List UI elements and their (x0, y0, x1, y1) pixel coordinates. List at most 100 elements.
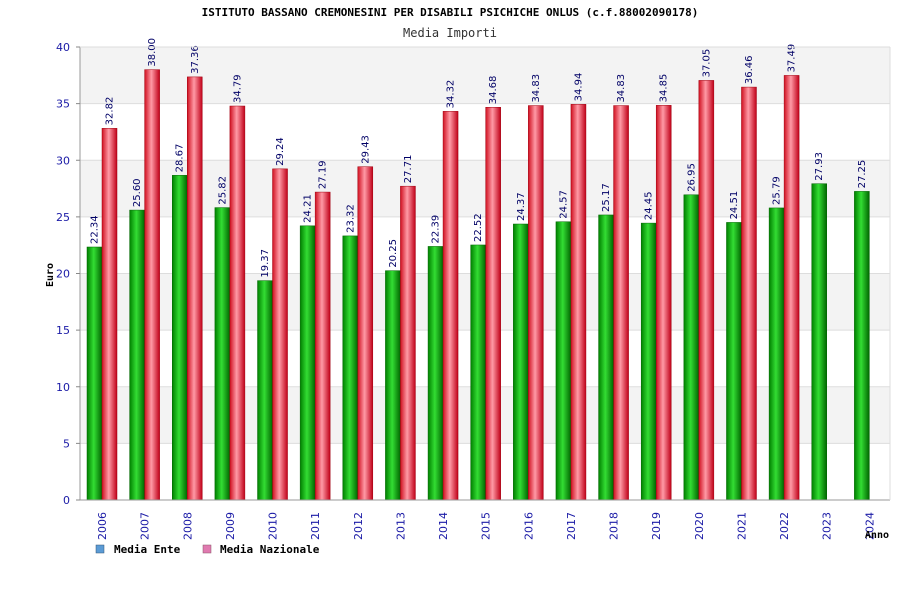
data-label: 37.49 (787, 44, 798, 73)
bar-media-nazionale-2021 (741, 86, 757, 501)
bar-media-ente-2011 (299, 225, 316, 501)
x-tick-label-2011: 2011 (309, 512, 322, 540)
bar-media-nazionale-2017 (570, 104, 587, 501)
data-label: 24.51 (729, 191, 740, 220)
x-tick-label-2009: 2009 (224, 512, 237, 540)
x-tick-label-2020: 2020 (693, 512, 706, 540)
data-label: 24.37 (516, 192, 527, 221)
bar-media-nazionale-2020 (698, 80, 715, 501)
data-label: 22.34 (90, 215, 101, 244)
y-tick-label: 30 (56, 154, 70, 167)
x-tick-label-2015: 2015 (480, 512, 493, 540)
bar-media-nazionale-2014 (442, 111, 459, 501)
data-label: 20.25 (388, 239, 399, 268)
bar-media-ente-2015 (470, 244, 486, 501)
data-label: 29.24 (275, 137, 286, 166)
data-label: 34.94 (573, 73, 584, 102)
chart-subtitle: Media Importi (403, 26, 497, 40)
data-label: 38.00 (147, 38, 158, 67)
x-tick-label-2010: 2010 (267, 512, 280, 540)
bar-media-ente-2016 (513, 223, 529, 501)
bar-media-ente-2020 (683, 194, 700, 501)
x-axis-label: Anno (865, 530, 889, 541)
data-label: 28.67 (175, 144, 186, 173)
data-label: 23.32 (345, 204, 356, 233)
bar-media-ente-2006 (86, 246, 103, 501)
legend-label-media-ente: Media Ente (114, 543, 181, 556)
y-tick-label: 20 (56, 268, 70, 281)
y-tick-label: 35 (56, 98, 70, 111)
bar-media-ente-2008 (172, 175, 188, 501)
data-label: 25.60 (132, 178, 143, 207)
bar-media-ente-2014 (427, 246, 444, 501)
legend-label-media-nazionale: Media Nazionale (220, 543, 320, 556)
data-label: 37.36 (190, 45, 201, 74)
y-tick-label: 40 (56, 41, 70, 54)
data-label: 24.45 (644, 191, 655, 220)
bar-media-nazionale-2007 (144, 69, 160, 501)
bar-media-ente-2024 (854, 191, 870, 501)
bar-media-nazionale-2013 (400, 185, 416, 501)
data-label: 19.37 (260, 249, 271, 278)
data-label: 25.79 (772, 176, 783, 205)
bar-media-ente-2021 (726, 222, 742, 501)
data-label: 24.21 (303, 194, 314, 223)
bar-media-ente-2009 (214, 207, 231, 501)
x-tick-label-2008: 2008 (181, 512, 194, 540)
x-tick-label-2018: 2018 (608, 512, 621, 540)
x-ticks-group: 2006 2007 2008 2009 2010 2011 2012 2013 2014 2015… (96, 512, 876, 540)
bar-media-nazionale-2006 (101, 128, 118, 501)
bar-media-nazionale-2012 (357, 166, 374, 501)
data-label: 25.17 (601, 183, 612, 212)
x-tick-label-2021: 2021 (735, 512, 748, 540)
bar-media-nazionale-2019 (655, 105, 672, 501)
bar-media-ente-2010 (257, 280, 273, 501)
bar-media-ente-2017 (555, 221, 572, 501)
bar-media-ente-2018 (598, 214, 614, 501)
y-tick-label: 25 (56, 211, 70, 224)
x-tick-label-2017: 2017 (565, 512, 578, 540)
bar-media-nazionale-2009 (229, 105, 246, 501)
bar-media-nazionale-2010 (272, 168, 288, 501)
data-label: 29.43 (360, 135, 371, 164)
y-tick-label: 0 (63, 494, 70, 507)
bar-media-ente-2023 (811, 183, 827, 501)
x-tick-label-2024: 2024 (863, 512, 876, 540)
x-tick-label-2022: 2022 (778, 512, 791, 540)
bar-media-ente-2022 (768, 207, 785, 501)
data-label: 27.93 (814, 152, 825, 181)
data-label: 34.32 (446, 80, 457, 109)
data-label: 27.19 (318, 160, 329, 189)
data-label: 34.79 (232, 74, 243, 103)
data-label: 27.25 (857, 160, 868, 189)
y-tick-label: 10 (56, 381, 70, 394)
bar-media-nazionale-2015 (485, 106, 501, 501)
x-tick-label-2013: 2013 (394, 512, 407, 540)
y-axis-label: Euro (45, 263, 56, 287)
data-label: 34.83 (616, 74, 627, 103)
data-label: 34.85 (659, 74, 670, 103)
x-tick-label-2006: 2006 (96, 512, 109, 540)
legend-swatch-media-nazionale (202, 544, 212, 554)
bar-media-ente-2012 (342, 235, 359, 501)
bar-media-nazionale-2016 (528, 105, 544, 501)
data-label: 25.82 (217, 176, 228, 205)
bar-media-nazionale-2008 (187, 76, 203, 501)
x-tick-label-2023: 2023 (821, 512, 834, 540)
legend: Media Ente Media Nazionale (95, 543, 320, 556)
x-tick-label-2019: 2019 (650, 512, 663, 540)
data-label: 34.68 (488, 76, 499, 105)
x-tick-label-2007: 2007 (139, 512, 152, 540)
x-tick-label-2012: 2012 (352, 512, 365, 540)
bar-media-nazionale-2022 (783, 75, 800, 501)
chart-title: ISTITUTO BASSANO CREMONESINI PER DISABIL… (202, 6, 699, 19)
data-label: 24.57 (558, 190, 569, 219)
data-label: 26.95 (686, 163, 697, 192)
data-label: 27.71 (403, 155, 414, 184)
data-label: 22.39 (431, 215, 442, 244)
bar-media-ente-2013 (385, 270, 401, 501)
data-label: 36.46 (744, 55, 755, 84)
bar-media-nazionale-2018 (613, 105, 629, 501)
y-ticks-group: 0 5 10 15 20 25 30 35 40 (56, 41, 80, 507)
